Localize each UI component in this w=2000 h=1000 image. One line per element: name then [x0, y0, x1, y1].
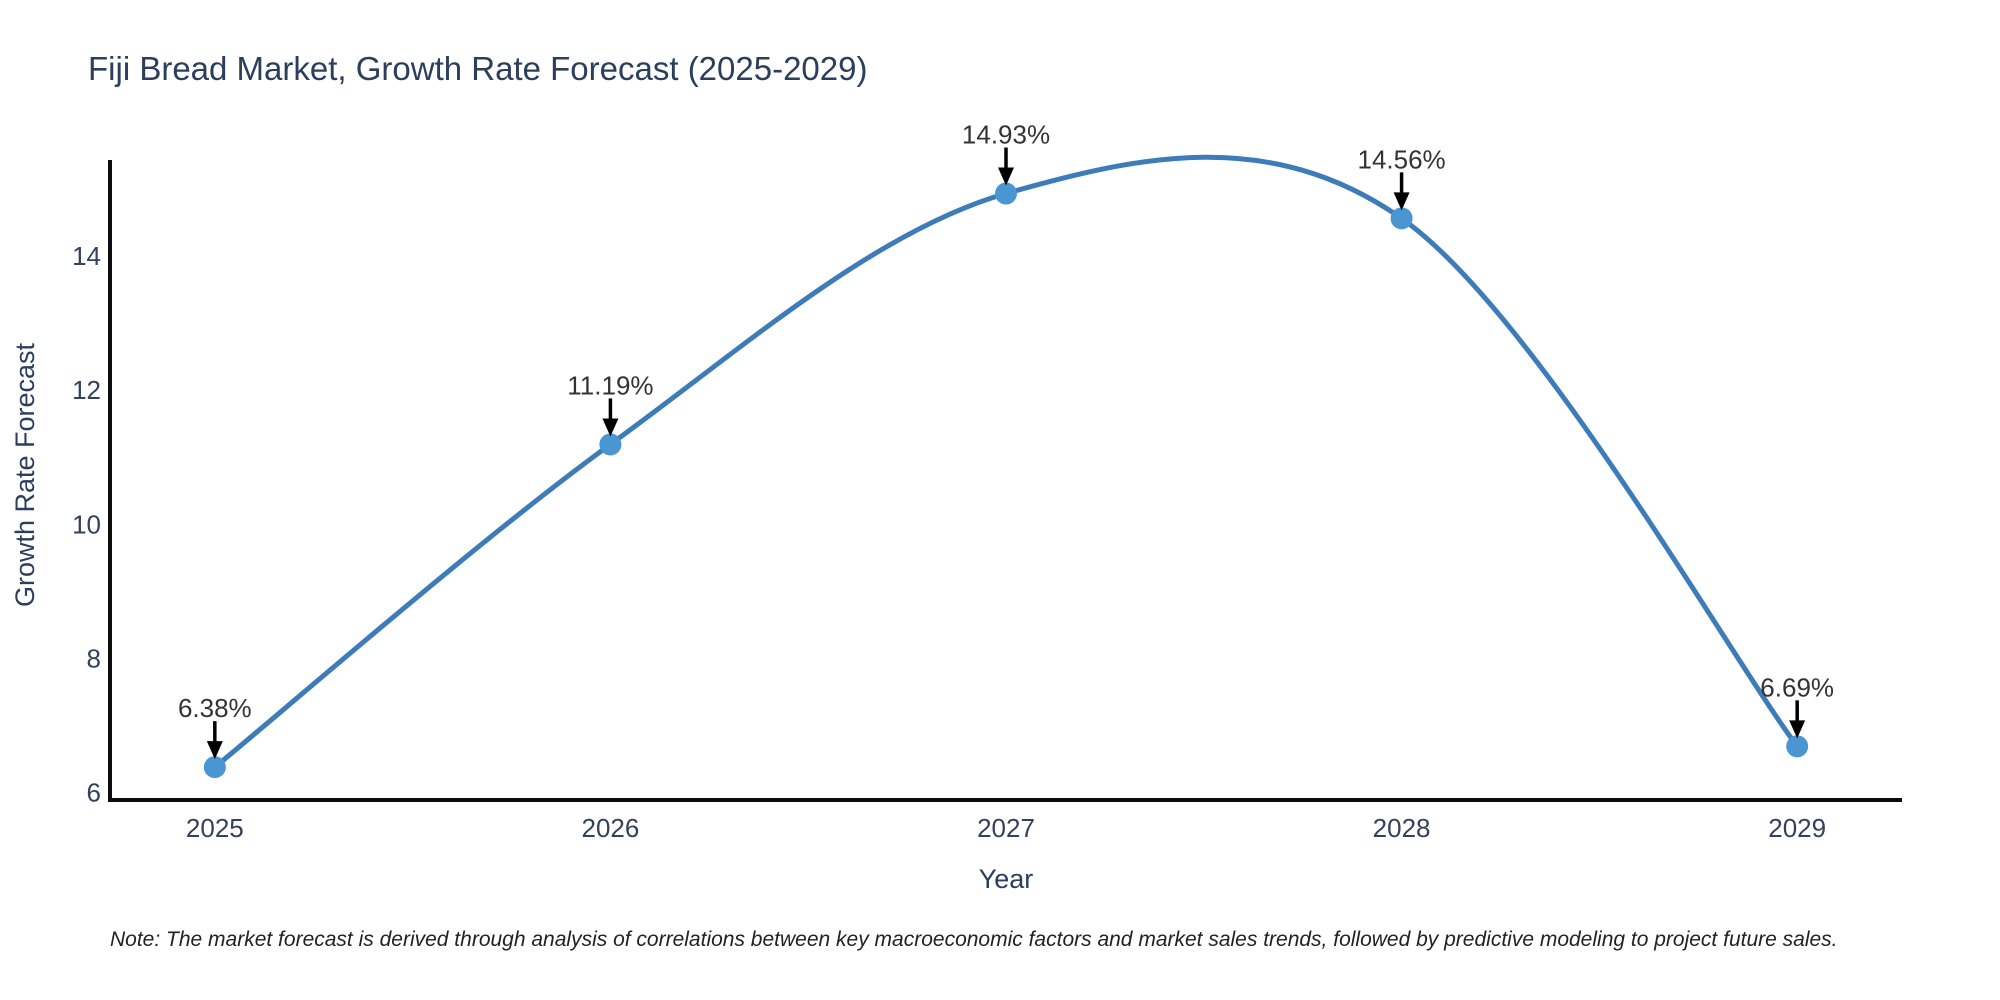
footnote: Note: The market forecast is derived thr… [110, 928, 1838, 951]
annotation-arrow-head [998, 167, 1014, 186]
annotation-arrow-head [1789, 720, 1806, 739]
y-tick-label: 14 [72, 241, 101, 271]
y-axis-label: Growth Rate Forecast [10, 342, 40, 607]
data-point-marker [1786, 735, 1809, 758]
annotation-arrow-head [1393, 192, 1410, 211]
x-tick-label: 2029 [1768, 813, 1826, 843]
x-tick-label: 2027 [977, 813, 1035, 843]
plot-area: 6 8 10 12 14 2025 2026 2027 2028 2029 6.38% 11.19% 1… [72, 120, 1902, 843]
data-point-label: 6.38% [178, 693, 252, 723]
x-tick-label: 2026 [581, 813, 639, 843]
y-tick-label: 12 [72, 375, 101, 405]
data-point-marker [995, 182, 1017, 205]
data-point-marker [1390, 207, 1413, 230]
x-tick-label: 2028 [1373, 813, 1431, 843]
data-point-label: 14.56% [1357, 144, 1445, 174]
data-point-label: 6.69% [1760, 672, 1834, 702]
data-point-marker [599, 433, 622, 456]
data-point-label: 11.19% [567, 370, 653, 400]
x-tick-label: 2025 [186, 813, 244, 843]
data-point-marker [203, 756, 226, 779]
annotation-arrow-head [602, 418, 619, 437]
x-axis-label: Year [979, 864, 1034, 894]
data-point-label: 14.93% [962, 120, 1050, 150]
forecast-line [212, 154, 1800, 770]
y-tick-label: 10 [72, 509, 101, 539]
chart-title: Fiji Bread Market, Growth Rate Forecast … [88, 50, 867, 87]
y-tick-label: 8 [87, 643, 101, 673]
y-tick-label: 6 [87, 778, 101, 808]
annotation-arrow-head [206, 741, 223, 760]
